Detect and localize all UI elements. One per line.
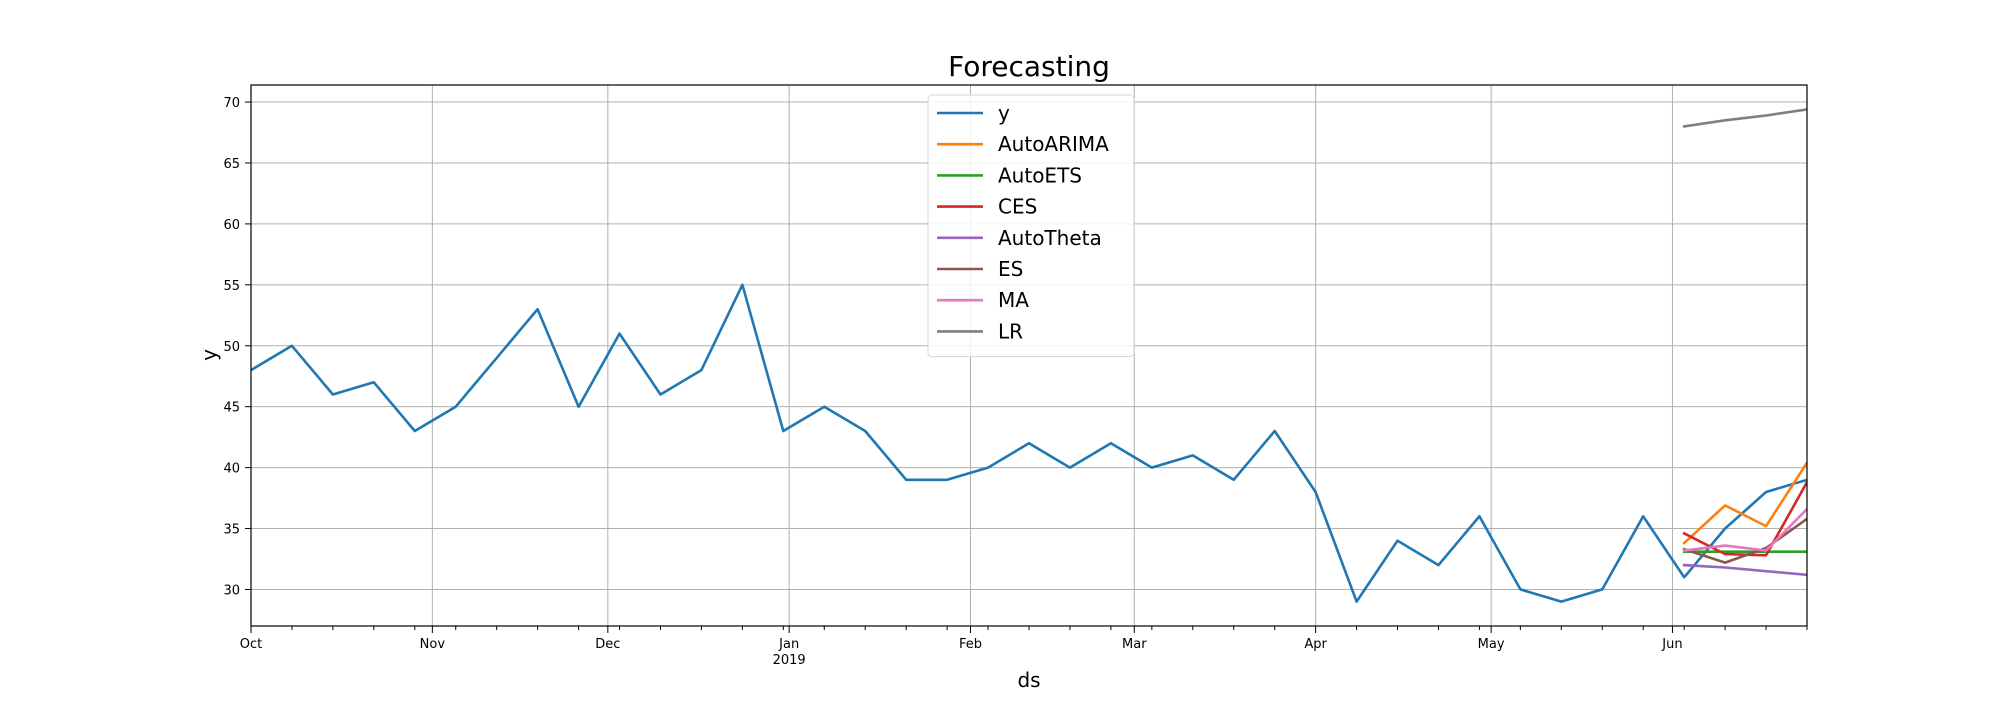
x-tick-label: Jun <box>1661 637 1682 652</box>
y-tick-label: 30 <box>223 583 240 598</box>
legend: y AutoARIMA AutoETS CES AutoTheta ES MA LR <box>927 94 1135 358</box>
chart-title: Forecasting <box>948 50 1110 83</box>
plot-frame <box>250 84 1808 627</box>
y-tick-label: 55 <box>223 279 240 294</box>
x-tick-label: Mar <box>1122 637 1147 652</box>
y-tick-label: 70 <box>223 96 240 111</box>
x-tick-label: Jan <box>778 637 799 652</box>
series-line-es <box>1682 517 1807 564</box>
legend-label: AutoETS <box>998 163 1082 187</box>
series-line-autoarima <box>1682 460 1807 545</box>
y-tick-label: 40 <box>223 462 240 477</box>
y-tick-label: 65 <box>223 157 240 172</box>
y-axis-title: y <box>197 349 221 361</box>
x-tick-label: Dec <box>595 637 620 652</box>
legend-label: AutoTheta <box>998 226 1102 250</box>
x-tick-label: Apr <box>1304 637 1327 652</box>
series-line-autotheta <box>1682 563 1807 577</box>
x-tick-label: Feb <box>959 637 982 652</box>
y-tick-label: 45 <box>223 401 240 416</box>
legend-label: CES <box>998 195 1037 219</box>
y-tick-label: 50 <box>223 340 240 355</box>
legend-label: ES <box>998 257 1023 281</box>
x-axis-title: ds <box>1017 668 1040 692</box>
y-tick-label: 35 <box>223 523 240 538</box>
x-tick-label: Oct <box>240 637 262 652</box>
x-tick-label: May <box>1478 637 1505 652</box>
y-tick-label: 60 <box>223 218 240 233</box>
x-tick-label: Nov <box>420 637 446 652</box>
series-line-lr <box>1682 108 1807 128</box>
legend-box <box>927 94 1135 358</box>
series-layer <box>251 108 1807 603</box>
legend-label: LR <box>998 319 1023 343</box>
legend-label: AutoARIMA <box>998 132 1109 156</box>
legend-label: y <box>998 101 1010 125</box>
series-line-ma <box>1682 507 1807 552</box>
x-tick-sublabel: 2019 <box>773 653 806 668</box>
legend-label: MA <box>998 288 1029 312</box>
series-line-y <box>251 283 1807 603</box>
